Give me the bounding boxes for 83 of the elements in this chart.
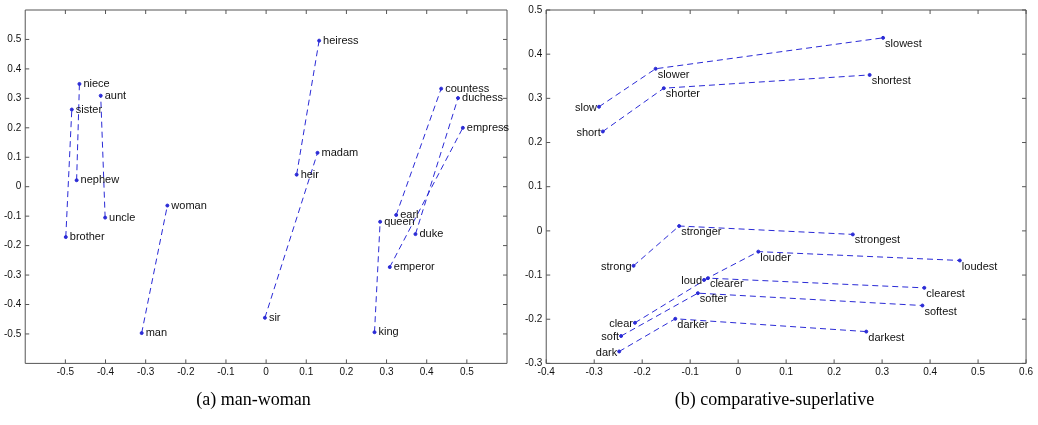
annotation: duke xyxy=(419,227,444,240)
text: (b) comparative-superlative xyxy=(674,388,875,410)
y-tick-label: 0.2 xyxy=(7,121,22,133)
y-tick-label: 0.4 xyxy=(528,47,543,59)
x-tick-label: 0.4 xyxy=(419,366,435,378)
y-tick-label: -0.1 xyxy=(525,268,543,280)
annotation: clear xyxy=(609,316,634,329)
annotation: duchess xyxy=(462,91,504,104)
y-tick-label: -0.1 xyxy=(4,209,22,221)
x-tick-label: -0.1 xyxy=(681,366,700,378)
y-tick-label: 0.2 xyxy=(528,136,543,148)
annotation: sir xyxy=(268,310,281,323)
annotation: clearer xyxy=(709,277,744,290)
annotation: shorter xyxy=(665,87,701,100)
y-tick-label: 0.5 xyxy=(7,33,22,45)
annotation: brother xyxy=(69,230,105,243)
annotation: softest xyxy=(924,304,957,317)
annotation: slowest xyxy=(885,36,922,49)
annotation: darkest xyxy=(868,330,905,343)
annotation: sister xyxy=(75,102,103,115)
y-tick-label: 0.3 xyxy=(528,92,543,104)
annotation: empress xyxy=(466,120,510,133)
annotation: dark xyxy=(595,345,618,358)
x-tick-label: 0.5 xyxy=(971,366,986,378)
annotation: niece xyxy=(83,76,110,89)
x-tick-label: -0.4 xyxy=(537,366,556,378)
x-tick-label: 0.3 xyxy=(379,366,394,378)
x-tick-label: -0.2 xyxy=(177,366,195,378)
annotation: emperor xyxy=(393,260,436,273)
annotation: shortest xyxy=(871,73,911,86)
y-tick-label: -0.4 xyxy=(4,298,22,310)
x-tick-label: 0.6 xyxy=(1019,366,1034,378)
annotation: louder xyxy=(760,250,792,263)
annotation: slow xyxy=(575,100,598,113)
y-tick-label: 0.3 xyxy=(7,92,22,104)
x-tick-label: -0.3 xyxy=(137,366,155,378)
y-tick-label: 0.4 xyxy=(7,62,22,74)
y-tick-label: 0 xyxy=(15,180,22,192)
x-tick-label: -0.2 xyxy=(633,366,652,378)
annotation: loud xyxy=(681,273,703,286)
annotation: heir xyxy=(300,167,320,180)
y-tick-label: -0.3 xyxy=(525,357,543,369)
annotation: king xyxy=(378,325,399,338)
annotation: madam xyxy=(321,145,359,158)
x-tick-label: 0.1 xyxy=(779,366,794,378)
x-tick-label: 0.2 xyxy=(339,366,354,378)
annotation: loudest xyxy=(961,259,998,272)
annotation: softer xyxy=(699,292,728,305)
x-tick-label: 0.2 xyxy=(827,366,842,378)
x-tick-label: 0.4 xyxy=(923,366,938,378)
annotation: nephew xyxy=(80,173,120,186)
annotation: soft xyxy=(601,330,620,343)
x-tick-label: -0.3 xyxy=(585,366,604,378)
x-tick-label: 0.3 xyxy=(875,366,890,378)
annotation: short xyxy=(576,125,601,138)
y-tick-label: -0.2 xyxy=(525,312,543,324)
annotation: man xyxy=(145,326,168,339)
x-tick-label: 0.5 xyxy=(459,366,475,378)
x-tick-label: 0.1 xyxy=(299,366,314,378)
annotation: clearest xyxy=(926,286,965,299)
y-tick-label: -0.2 xyxy=(4,239,22,251)
annotation: countess xyxy=(445,81,490,94)
annotation: aunt xyxy=(104,88,127,101)
y-tick-label: 0.5 xyxy=(528,3,543,15)
annotation: darker xyxy=(677,317,709,330)
text: (a) man-woman xyxy=(196,388,311,410)
x-tick-label: -0.4 xyxy=(96,366,115,378)
y-tick-label: -0.3 xyxy=(4,268,22,280)
x-tick-label: 0 xyxy=(735,366,742,378)
annotation: woman xyxy=(170,198,207,211)
y-tick-label: -0.5 xyxy=(4,327,22,339)
y-tick-label: 0.1 xyxy=(528,180,543,192)
y-tick-label: 0 xyxy=(536,224,543,236)
annotation: slower xyxy=(657,67,690,80)
annotation: strongest xyxy=(854,233,901,246)
y-tick-label: 0.1 xyxy=(7,151,22,162)
annotation: uncle xyxy=(109,210,136,223)
x-tick-label: -0.5 xyxy=(56,366,75,378)
x-tick-label: 0 xyxy=(263,366,270,378)
annotation: stronger xyxy=(681,225,722,238)
annotation: strong xyxy=(600,259,632,272)
x-tick-label: -0.1 xyxy=(217,366,236,378)
annotation: heiress xyxy=(323,33,360,46)
